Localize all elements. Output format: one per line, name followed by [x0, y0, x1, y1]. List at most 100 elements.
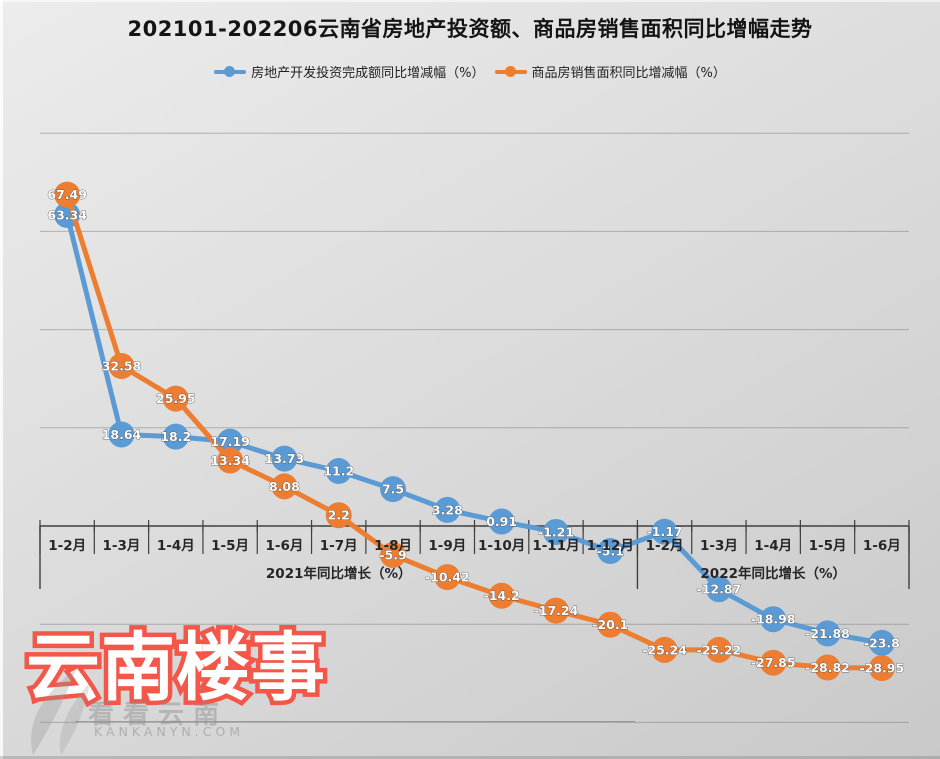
- data-point-marker: [651, 518, 678, 545]
- data-point-marker: [380, 541, 407, 568]
- x-axis-label: 1-12月: [587, 538, 634, 554]
- data-label: 13.73: [265, 451, 305, 466]
- data-label: -23.8: [864, 635, 900, 650]
- data-label: 67.49: [47, 187, 87, 202]
- data-label: -10.42: [425, 570, 470, 585]
- x-axis-label: 1-5月: [211, 538, 249, 554]
- watermark-leaf-logo-icon: [31, 669, 90, 755]
- data-point-marker: [705, 636, 732, 663]
- chart-title: 202101-202206云南省房地产投资额、商品房销售面积同比增幅走势: [127, 17, 813, 41]
- x-axis-label: 1-4月: [157, 538, 195, 554]
- data-label: 32.58: [102, 359, 142, 374]
- x-axis-label: 1-7月: [320, 538, 358, 554]
- data-point-marker: [325, 458, 352, 485]
- data-label: -17.24: [534, 603, 579, 618]
- data-label: -5.1: [597, 544, 624, 559]
- data-point-marker: [271, 445, 298, 472]
- series-line-1: [64, 192, 885, 671]
- data-label: -25.24: [642, 642, 687, 657]
- data-label: -25.22: [697, 642, 742, 657]
- x-axis-label: 1-6月: [265, 538, 303, 554]
- data-point-marker: [108, 421, 135, 448]
- x-axis-label: 1-11月: [532, 538, 579, 554]
- data-point-marker: [542, 518, 569, 545]
- left-edge-highlight: [0, 0, 3, 759]
- data-label: -28.95: [859, 661, 904, 676]
- data-label: -21.88: [805, 626, 850, 641]
- year-group-label: 2021年同比增长（%）: [266, 565, 412, 582]
- data-label: -18.98: [751, 612, 796, 627]
- data-point-marker: [651, 636, 678, 663]
- x-axis-label: 1-6月: [863, 538, 901, 554]
- data-point-marker: [868, 629, 895, 656]
- data-label: -5.9: [379, 547, 406, 562]
- watermark-site-name: 看看云南: [88, 700, 229, 730]
- chart-legend: 房地产开发投资完成额同比增减幅（%） 商品房销售面积同比增减幅（%）: [0, 62, 940, 81]
- data-point-marker: [325, 502, 352, 529]
- data-point-marker: [108, 353, 135, 380]
- legend-line-marker-blue-icon: [214, 66, 247, 77]
- data-label: 8.08: [269, 479, 300, 494]
- data-label: -20.1: [592, 617, 628, 632]
- legend-line-marker-orange-icon: [494, 66, 527, 77]
- x-axis-label: 1-10月: [478, 538, 525, 554]
- data-label: 11.2: [323, 464, 354, 479]
- watermark-brand-text: 云南楼事: [22, 623, 330, 714]
- data-point-marker: [434, 564, 461, 591]
- series-line-0: [64, 212, 885, 646]
- watermark-site-url: KANKANYN.COM: [94, 724, 245, 739]
- data-label: 18.2: [160, 429, 191, 444]
- data-point-marker: [760, 606, 787, 633]
- legend-item-investment: 房地产开发投资完成额同比增减幅（%）: [214, 62, 485, 81]
- x-axis-label: 1-8月: [374, 538, 412, 554]
- data-label: 13.34: [210, 453, 250, 468]
- x-axis-label: 1-3月: [700, 538, 738, 554]
- data-point-marker: [597, 611, 624, 638]
- x-axis-label: 1-5月: [809, 538, 847, 554]
- data-label: 17.19: [210, 434, 250, 449]
- data-point-marker: [542, 597, 569, 624]
- data-point-marker: [162, 423, 189, 450]
- data-label: -27.85: [751, 655, 796, 670]
- data-point-marker: [217, 428, 244, 455]
- data-label: -1.17: [647, 524, 683, 539]
- data-point-marker: [54, 181, 81, 208]
- data-label: 7.5: [382, 482, 404, 497]
- x-axis-label: 1-3月: [103, 538, 141, 554]
- data-point-marker: [271, 473, 298, 500]
- bottom-edge-shadow: [0, 756, 940, 759]
- data-label: 25.95: [156, 391, 196, 406]
- data-point-marker: [597, 538, 624, 565]
- data-point-marker: [217, 447, 244, 474]
- top-edge-highlight: [0, 0, 940, 2]
- x-axis-label: 1-9月: [428, 538, 466, 554]
- year-group-label: 2022年同比增长（%）: [700, 565, 846, 582]
- legend-label-sales: 商品房销售面积同比增减幅（%）: [531, 66, 726, 81]
- legend-label-investment: 房地产开发投资完成额同比增减幅（%）: [251, 66, 485, 81]
- data-label: -1.21: [538, 524, 574, 539]
- data-label: 2.2: [328, 508, 350, 523]
- data-point-marker: [380, 476, 407, 503]
- data-point-marker: [814, 654, 841, 681]
- data-point-marker: [760, 649, 787, 676]
- data-label: -12.87: [697, 582, 742, 597]
- data-label: -14.2: [484, 588, 520, 603]
- data-point-marker: [488, 582, 515, 609]
- data-point-marker: [868, 655, 895, 682]
- data-label: 63.34: [47, 208, 87, 223]
- data-label: 0.91: [486, 514, 517, 529]
- x-axis-label: 1-2月: [48, 538, 86, 554]
- data-point-marker: [488, 508, 515, 535]
- x-axis-label: 1-2月: [646, 538, 684, 554]
- watermark-divider: [75, 721, 635, 722]
- data-label: 18.64: [102, 427, 142, 442]
- x-axis-label: 1-4月: [754, 538, 792, 554]
- data-point-marker: [434, 496, 461, 523]
- legend-item-sales: 商品房销售面积同比增减幅（%）: [494, 62, 726, 81]
- data-point-marker: [814, 620, 841, 647]
- data-label: -28.82: [805, 660, 850, 675]
- data-point-marker: [705, 576, 732, 603]
- data-label: 3.28: [432, 502, 463, 517]
